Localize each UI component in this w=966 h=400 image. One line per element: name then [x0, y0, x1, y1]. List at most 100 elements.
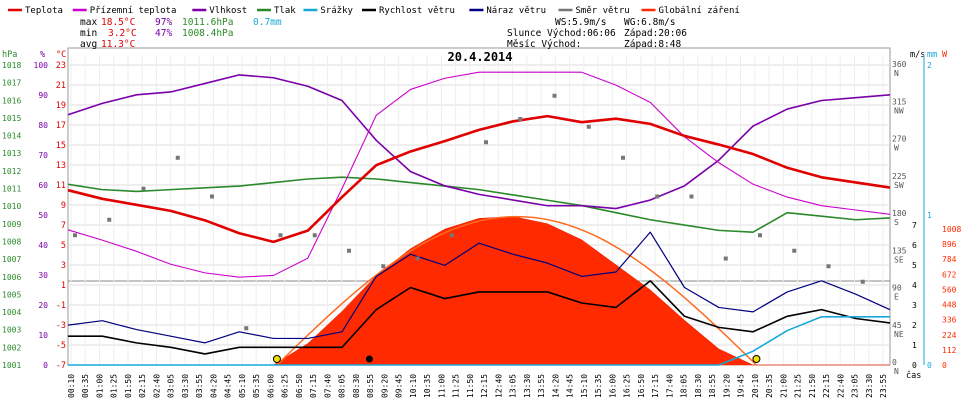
direction-letter-label: S — [894, 218, 899, 227]
celsius-tick-label: 11 — [56, 181, 66, 191]
series-line-wind-gust — [67, 231, 891, 344]
time-tick-label: 00:10 — [67, 374, 76, 398]
time-tick-label: 12:40 — [494, 374, 503, 398]
celsius-unit-label: °C — [56, 50, 66, 60]
celsius-tick-label: -5 — [56, 341, 66, 351]
time-tick-label: 05:10 — [238, 374, 247, 398]
time-tick-label: 14:45 — [566, 374, 575, 398]
moonset-marker — [365, 355, 373, 363]
hpa-tick-label: 1004 — [2, 308, 21, 317]
percent-tick-label: 10 — [38, 331, 48, 340]
avg-label: avg — [80, 39, 97, 50]
time-tick-label: 18:55 — [708, 374, 717, 398]
hpa-tick-label: 1016 — [2, 96, 21, 105]
percent-tick-label: 60 — [38, 181, 48, 190]
legend-item-label: Globální záření — [659, 6, 740, 16]
legend-item-label: Vlhkost — [209, 6, 247, 16]
info-wind-speed: WS:5.9m/s — [555, 17, 606, 28]
time-tick-label: 07:40 — [323, 374, 332, 398]
info-wind-gust: WG:6.8m/s — [624, 17, 675, 28]
wind-direction-point — [792, 248, 797, 253]
time-tick-label: 20:10 — [751, 374, 760, 398]
min-temp: 3.2°C — [108, 28, 137, 39]
time-tick-label: 23:30 — [865, 374, 874, 398]
direction-letter-label: E — [894, 293, 899, 302]
time-tick-label: 14:20 — [551, 374, 560, 398]
wind-direction-point — [621, 155, 625, 160]
time-tick-label: 21:00 — [779, 374, 788, 398]
hpa-tick-label: 1003 — [2, 326, 21, 335]
wind-direction-point — [210, 194, 214, 199]
sunset-marker — [752, 355, 761, 363]
time-tick-label: 16:00 — [608, 374, 617, 398]
wind-direction-point — [723, 256, 728, 261]
celsius-tick-label: 5 — [61, 241, 66, 251]
wind-direction-point — [586, 124, 591, 129]
ms-unit-label: m/s — [910, 50, 925, 60]
series-line-temperature — [67, 114, 891, 244]
ms-tick-label: 2 — [912, 321, 917, 330]
direction-tick-label: 360 — [892, 60, 907, 69]
celsius-tick-label: -7 — [56, 361, 66, 371]
hpa-tick-label: 1017 — [2, 79, 21, 88]
hpa-tick-label: 1018 — [2, 61, 21, 70]
celsius-tick-label: 21 — [56, 81, 66, 91]
time-tick-label: 03:55 — [195, 374, 204, 398]
time-tick-label: 07:15 — [309, 374, 318, 398]
time-axis-label: čas — [906, 370, 921, 381]
time-tick-label: 23:05 — [851, 374, 860, 398]
legend-item-label: Náraz větru — [486, 6, 546, 16]
hpa-tick-label: 1007 — [2, 255, 21, 264]
mm-tick-label: 0 — [927, 361, 932, 370]
hpa-tick-label: 1013 — [2, 149, 21, 158]
wind-direction-point — [347, 248, 351, 253]
hpa-tick-label: 1002 — [2, 343, 21, 352]
celsius-tick-label: 19 — [56, 101, 66, 111]
time-tick-label: 03:30 — [181, 374, 190, 398]
ms-tick-label: 4 — [912, 281, 917, 290]
hpa-tick-label: 1009 — [2, 220, 21, 229]
w-tick-label: 224 — [942, 331, 957, 340]
wind-direction-point — [244, 326, 249, 331]
min-pressure: 1008.4hPa — [182, 28, 233, 39]
direction-tick-label: 135 — [892, 246, 907, 255]
max-pressure: 1011.6hPa — [182, 17, 233, 28]
mm-tick-label: 1 — [927, 211, 932, 220]
percent-tick-label: 90 — [38, 91, 48, 100]
w-tick-label: 0 — [942, 361, 947, 370]
chart-title: 20.4.2014 — [447, 50, 512, 64]
hpa-tick-label: 1008 — [2, 237, 21, 246]
wind-direction-point — [312, 233, 317, 238]
time-tick-label: 01:00 — [95, 374, 104, 398]
info-block: WS:5.9m/s WG:6.8m/s Slunce Východ:06:06 … — [507, 17, 687, 50]
series-line-ground-temperature — [67, 71, 891, 278]
time-tick-label: 05:35 — [252, 374, 261, 398]
celsius-tick-label: 1 — [61, 281, 66, 291]
w-tick-label: 896 — [942, 240, 957, 249]
direction-tick-label: 90 — [892, 284, 902, 293]
wind-direction-point — [107, 217, 112, 222]
w-tick-label: 1008 — [942, 225, 961, 234]
series-line-pressure — [67, 176, 891, 233]
direction-tick-label: 0 — [892, 358, 897, 367]
ms-tick-label: 0 — [912, 361, 917, 370]
legend-item-label: Srážky — [320, 6, 353, 16]
percent-tick-label: 0 — [43, 361, 48, 370]
celsius-tick-label: -1 — [56, 301, 66, 311]
percent-tick-label: 70 — [38, 151, 48, 160]
time-tick-label: 18:05 — [680, 374, 689, 398]
time-tick-label: 18:30 — [694, 374, 703, 398]
mm-tick-label: 2 — [927, 61, 932, 70]
max-label: max — [80, 17, 97, 28]
min-label: min — [80, 28, 97, 39]
percent-tick-label: 20 — [38, 301, 48, 310]
legend-item-label: Teplota — [25, 6, 63, 16]
time-tick-label: 21:25 — [794, 374, 803, 398]
hpa-tick-label: 1001 — [2, 361, 21, 370]
w-tick-label: 112 — [942, 346, 957, 355]
celsius-tick-label: 15 — [56, 141, 66, 151]
percent-tick-label: 80 — [38, 121, 48, 130]
series-line-humidity — [67, 74, 891, 210]
time-tick-label: 09:20 — [380, 374, 389, 398]
